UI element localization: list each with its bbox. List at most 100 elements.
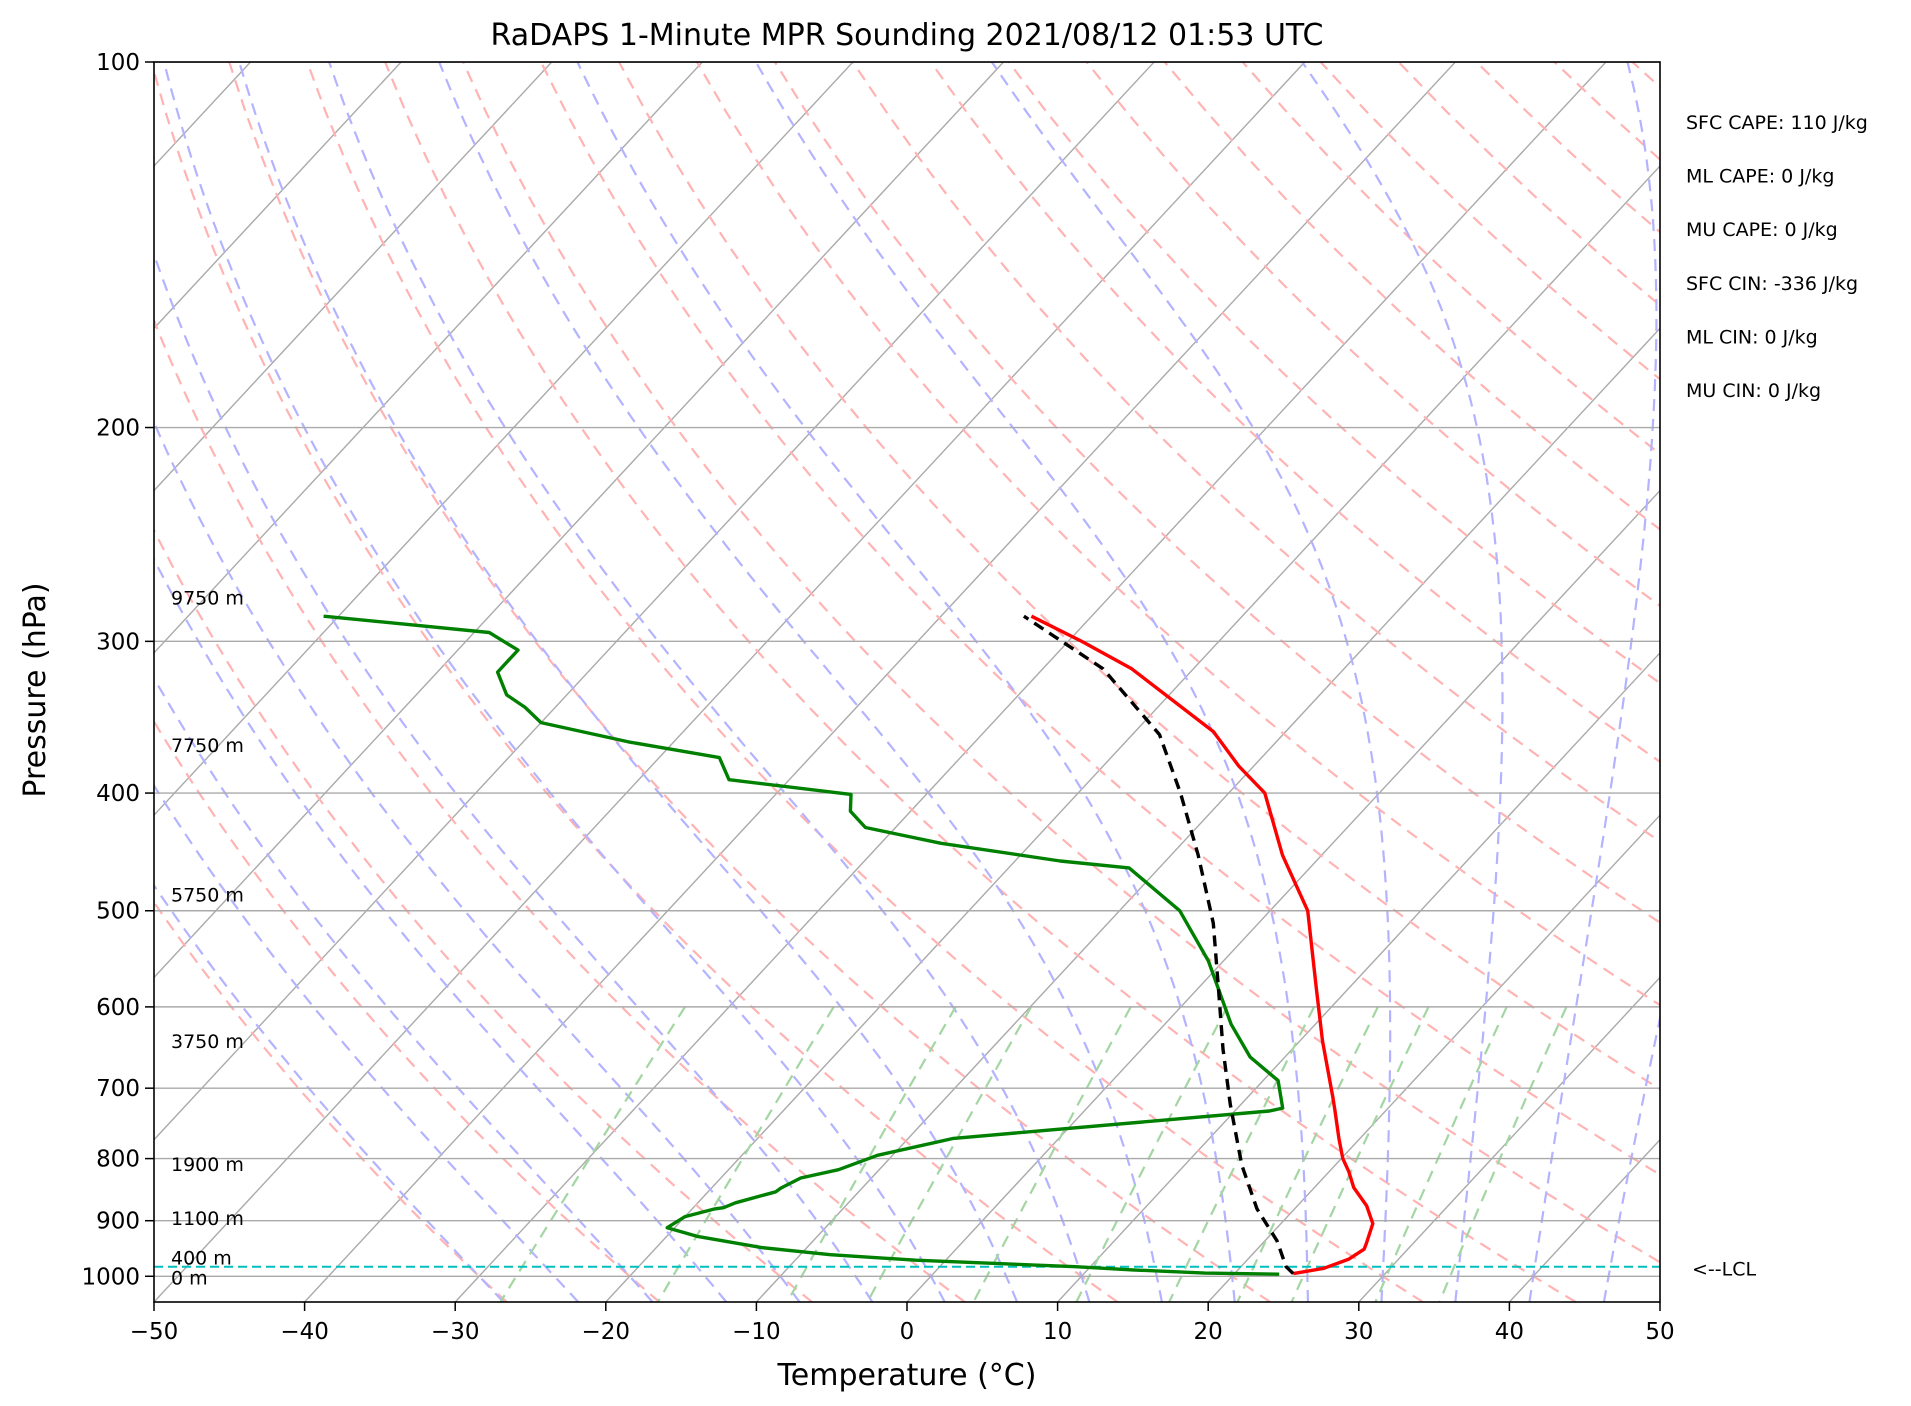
mixing-ratio-line	[866, 1006, 1033, 1302]
isotherm-line	[304, 62, 1456, 1302]
x-axis-label: Temperature (°C)	[777, 1358, 1037, 1393]
dry-adiabat-line	[773, 62, 1660, 924]
height-label: 9750 m	[171, 587, 244, 609]
moist-adiabat-line	[1528, 62, 1658, 1302]
x-tick-label: −40	[280, 1319, 329, 1345]
height-label: 400 m	[171, 1247, 232, 1269]
mixing-ratio-line	[499, 1006, 686, 1302]
dry-adiabat-line	[1085, 62, 1660, 608]
height-label: 0 m	[171, 1267, 208, 1289]
dry-adiabat-line	[154, 317, 966, 1302]
x-tick-label: 0	[900, 1319, 915, 1345]
y-tick-label: 100	[96, 50, 140, 76]
x-tick-label: 10	[1043, 1319, 1072, 1345]
y-tick-label: 700	[96, 1076, 140, 1102]
x-tick-label: 50	[1645, 1319, 1674, 1345]
y-tick-label: 400	[96, 781, 140, 807]
temperature-line	[1030, 614, 1375, 1276]
mixing-ratio-line	[1438, 1006, 1568, 1302]
isotherm-line	[454, 62, 1607, 1302]
dry-adiabat-line	[695, 62, 1660, 1007]
mixing-ratio-line	[1075, 1006, 1229, 1302]
dry-adiabat-line	[154, 900, 508, 1302]
isotherm-line	[154, 62, 703, 654]
moist-adiabat-line	[1301, 62, 1504, 1302]
moist-adiabat-line	[154, 883, 505, 1302]
x-tick-label: 40	[1495, 1319, 1524, 1345]
dry-adiabat-line	[540, 62, 1660, 1177]
height-label: 1900 m	[171, 1154, 244, 1176]
dry-adiabat-line	[462, 62, 1660, 1264]
height-label: 5750 m	[171, 885, 244, 907]
dry-adiabat-line	[384, 62, 1577, 1302]
moist-adiabat-line	[754, 62, 1310, 1302]
isotherm-line	[605, 164, 1660, 1302]
isotherm-line	[154, 62, 1306, 1302]
moist-adiabat-line	[154, 419, 801, 1302]
isotherm-line	[906, 489, 1660, 1302]
moist-adiabat-line	[1602, 1013, 1660, 1302]
mixing-ratio-line	[1374, 1006, 1508, 1302]
isotherm-line	[154, 62, 1005, 979]
moist-adiabat-line	[162, 62, 946, 1302]
isotherm-line	[154, 62, 1155, 1141]
moist-adiabat-line	[154, 556, 728, 1302]
dry-adiabat-line	[618, 62, 1660, 1091]
moist-adiabat-line	[328, 62, 1091, 1302]
y-tick-label: 1000	[81, 1264, 140, 1290]
isotherm-line	[1207, 814, 1660, 1302]
x-tick-label: −10	[732, 1319, 781, 1345]
isotherm-line	[1057, 651, 1660, 1302]
mixing-ratio-line	[786, 1006, 957, 1302]
axis-ticks: −50 −40 −30 −20 −10 0 10 20 30 40 50 100 200 300 400 50…	[81, 50, 1674, 1345]
isotherm-line	[154, 62, 553, 492]
y-tick-label: 600	[96, 995, 140, 1021]
moist-adiabat-line	[438, 62, 1163, 1302]
moist-adiabat-line	[154, 676, 654, 1302]
profile-lines	[154, 614, 1660, 1276]
x-tick-label: 30	[1344, 1319, 1373, 1345]
parcel-line	[1022, 614, 1295, 1275]
lcl-label: <--LCL	[1692, 1259, 1756, 1281]
stat-label: SFC CAPE: 110 J/kg	[1686, 112, 1868, 134]
moist-adiabat-line	[990, 62, 1392, 1302]
x-tick-label: −30	[431, 1319, 480, 1345]
moist-adiabat-line	[154, 783, 580, 1302]
moist-adiabat-line	[154, 251, 874, 1302]
background-lines	[154, 62, 1660, 1302]
y-tick-label: 900	[96, 1209, 140, 1235]
dry-adiabat-line	[228, 62, 1271, 1302]
stat-label: MU CIN: 0 J/kg	[1686, 380, 1821, 402]
dewpoint-line	[323, 614, 1285, 1276]
dry-adiabat-line	[306, 62, 1424, 1302]
chart-title: RaDAPS 1-Minute MPR Sounding 2021/08/12 …	[491, 18, 1324, 53]
isotherm-line	[154, 62, 402, 330]
moist-adiabat-line	[576, 62, 1236, 1302]
dry-adiabat-line	[154, 527, 813, 1302]
y-tick-label: 500	[96, 899, 140, 925]
chart-labels: 9750 m 7750 m 5750 m 3750 m 1900 m 1100 m 400 …	[171, 112, 1868, 1289]
isotherm-line	[154, 62, 854, 817]
stat-label: ML CIN: 0 J/kg	[1686, 326, 1818, 348]
stat-label: MU CAPE: 0 J/kg	[1686, 219, 1838, 241]
dry-adiabat-line	[154, 67, 1119, 1302]
height-label: 7750 m	[171, 735, 244, 757]
x-tick-label: 20	[1194, 1319, 1223, 1345]
x-tick-label: −20	[582, 1319, 631, 1345]
stat-label: ML CAPE: 0 J/kg	[1686, 166, 1834, 188]
y-axis-label: Pressure (hPa)	[18, 582, 53, 797]
height-label: 1100 m	[171, 1208, 244, 1230]
mixing-ratio-line	[1236, 1006, 1379, 1302]
mixing-ratio-line	[1168, 1006, 1316, 1302]
pressure-gridlines	[154, 62, 1660, 1277]
height-label: 3750 m	[171, 1031, 244, 1053]
y-tick-label: 300	[96, 629, 140, 655]
x-tick-label: −50	[130, 1319, 179, 1345]
dry-adiabat-line	[851, 62, 1660, 843]
isotherm-line	[1358, 976, 1660, 1302]
y-tick-label: 200	[96, 416, 140, 442]
stat-label: SFC CIN: -336 J/kg	[1686, 273, 1858, 295]
dry-adiabat-line	[154, 719, 661, 1302]
